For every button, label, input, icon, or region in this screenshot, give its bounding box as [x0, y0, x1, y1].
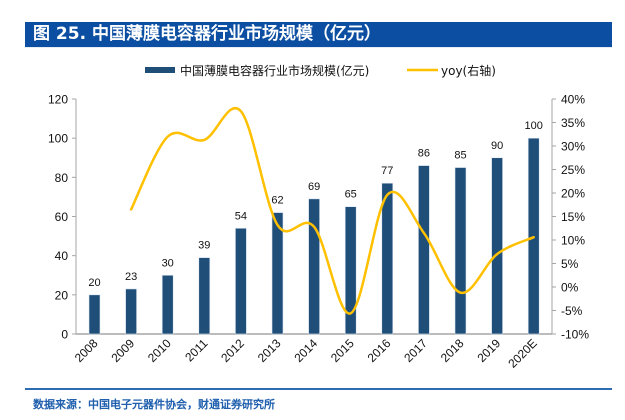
- bar-data-label: 86: [418, 148, 430, 160]
- right-axis-tick-label: 35%: [561, 116, 585, 130]
- right-axis-tick-label: 10%: [561, 234, 585, 248]
- x-axis-tick-label: 2018: [438, 336, 467, 365]
- right-axis-tick-label: 30%: [561, 140, 585, 154]
- bar-2009: [125, 288, 137, 335]
- bar-data-label: 65: [345, 189, 357, 201]
- legend-label-line: yoy(右轴): [441, 63, 496, 78]
- bar-data-label: 62: [271, 195, 283, 207]
- bar-data-label: 77: [381, 165, 393, 177]
- left-axis-tick-label: 20: [55, 288, 69, 302]
- right-axis-tick-label: 20%: [561, 187, 585, 201]
- bar-data-label: 54: [235, 210, 247, 222]
- bar-data-label: 69: [308, 181, 320, 193]
- right-axis-tick-label: -10%: [561, 328, 589, 342]
- bar-data-label: 100: [525, 120, 543, 132]
- bar-data-label: 30: [162, 257, 174, 269]
- x-axis-tick-label: 2020E: [505, 336, 539, 370]
- left-axis-tick-label: 100: [48, 132, 68, 146]
- left-axis-tick-label: 120: [48, 93, 68, 107]
- bar-2019: [491, 157, 503, 335]
- bar-data-label: 39: [198, 240, 210, 252]
- header-divider: [25, 47, 612, 48]
- left-axis-tick-label: 80: [55, 171, 69, 185]
- bar-data-label: 85: [454, 150, 466, 162]
- legend-swatch-bar: [145, 67, 175, 73]
- bar-2008: [88, 294, 101, 335]
- legend: 中国薄膜电容器行业市场规模(亿元) yoy(右轴): [145, 63, 496, 78]
- right-axis-tick-label: 25%: [561, 163, 585, 177]
- bar-2013: [271, 212, 284, 335]
- x-axis-tick-label: 2014: [291, 336, 320, 365]
- right-axis-tick-label: 40%: [561, 93, 585, 107]
- bar-2012: [235, 227, 247, 335]
- right-axis-tick-label: 0%: [561, 281, 579, 295]
- figure-title: 图 25. 中国薄膜电容器行业市场规模（亿元）: [33, 24, 381, 44]
- bar-2018: [454, 167, 467, 335]
- footer-divider: [25, 388, 612, 390]
- x-axis-tick-label: 2016: [365, 336, 394, 365]
- x-axis-tick-label: 2013: [255, 336, 284, 365]
- bar-2016: [381, 182, 394, 335]
- right-axis-tick-label: 15%: [561, 210, 585, 224]
- right-axis-tick-label: -5%: [561, 304, 583, 318]
- left-axis-tick-label: 40: [55, 249, 69, 263]
- left-axis-tick-label: 60: [55, 210, 69, 224]
- x-axis-tick-label: 2009: [108, 336, 137, 365]
- bar-data-label: 20: [88, 277, 100, 289]
- bar-2011: [198, 257, 211, 335]
- x-axis-tick-label: 2019: [474, 336, 503, 365]
- x-axis-tick-label: 2010: [145, 336, 174, 365]
- figure-header: 图 25. 中国薄膜电容器行业市场规模（亿元）: [25, 22, 612, 47]
- x-axis-tick-label: 2012: [218, 336, 247, 365]
- x-axis-tick-label: 2017: [401, 336, 430, 365]
- bar-2014: [308, 198, 320, 335]
- left-axis-tick-label: 0: [61, 328, 68, 342]
- bar-data-label: 23: [125, 271, 137, 283]
- yoy-line: [129, 107, 535, 315]
- right-axis-tick-label: 5%: [561, 257, 579, 271]
- bar-2017: [418, 165, 430, 335]
- x-axis-tick-label: 2008: [72, 336, 101, 365]
- bar-data-label: 90: [491, 140, 503, 152]
- bar-2015: [344, 206, 357, 335]
- x-axis-tick-label: 2011: [182, 336, 210, 364]
- bar-2010: [161, 274, 174, 335]
- data-source-note: 数据来源：中国电子元器件协会，财通证券研究所: [33, 398, 275, 411]
- legend-label-bar: 中国薄膜电容器行业市场规模(亿元): [180, 63, 369, 78]
- x-axis-tick-label: 2015: [328, 336, 357, 365]
